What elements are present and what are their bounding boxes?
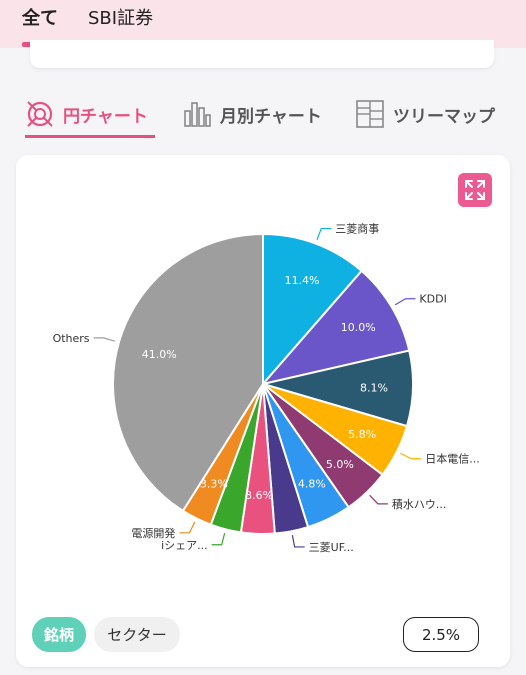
tab-treemap[interactable]: ツリーマップ [355, 96, 495, 132]
leader-line [394, 298, 416, 306]
slice-value-label: 5.0% [326, 458, 354, 471]
slice-value-label: 10.0% [341, 321, 376, 334]
slice-value-label: 4.8% [298, 478, 326, 491]
pie-slice [112, 232, 264, 513]
tab-treemap-label: ツリーマップ [393, 106, 495, 127]
leader-line [316, 227, 332, 241]
leader-line [291, 535, 305, 548]
leader-line [211, 533, 226, 546]
slice-name-label: 積水ハウ... [392, 497, 447, 511]
treemap-icon [356, 100, 384, 128]
slice-name-label: 電源開発 [131, 526, 175, 540]
slice-value-label: 8.1% [360, 381, 388, 394]
slice-value-label: 11.4% [284, 274, 319, 287]
slice-value-label: 3.6% [245, 489, 273, 502]
slice-name-label: KDDI [419, 293, 446, 306]
tab-pie-chart[interactable]: 円チャート [25, 96, 148, 132]
leader-line [369, 494, 388, 505]
slice-name-label: Others [53, 332, 90, 345]
sector-filter-pill[interactable]: セクター [94, 617, 180, 652]
leader-line [93, 337, 116, 342]
tab-monthly-chart[interactable]: 月別チャート [182, 96, 322, 132]
slice-name-label: iシェア... [161, 539, 208, 552]
slice-value-label: 41.0% [142, 348, 177, 361]
tab-pie-chart-label: 円チャート [63, 106, 148, 127]
expand-icon [465, 180, 485, 200]
brand-filter-pill[interactable]: 銘柄 [32, 617, 86, 652]
pie-chart-icon [27, 101, 53, 127]
expand-button[interactable] [458, 173, 492, 207]
slice-name-label: 三菱商事 [335, 222, 379, 236]
leader-line [179, 521, 196, 534]
tab-all[interactable]: 全て [22, 8, 58, 29]
slice-value-label: 5.8% [348, 428, 376, 441]
threshold-selector[interactable]: 2.5% [403, 617, 479, 652]
slice-name-label: 日本電信... [425, 452, 480, 466]
pie-slice [262, 232, 363, 387]
slice-name-label: 三菱UF... [309, 541, 354, 554]
previous-card-bottom [30, 40, 494, 68]
view-tab-indicator [25, 135, 155, 138]
slice-value-label: 3.3% [200, 478, 228, 491]
tab-monthly-chart-label: 月別チャート [220, 106, 322, 127]
tab-sbi[interactable]: SBI証券 [88, 8, 154, 29]
bar-chart-icon [184, 102, 211, 127]
pie-slice [260, 269, 411, 386]
leader-line [400, 452, 422, 460]
